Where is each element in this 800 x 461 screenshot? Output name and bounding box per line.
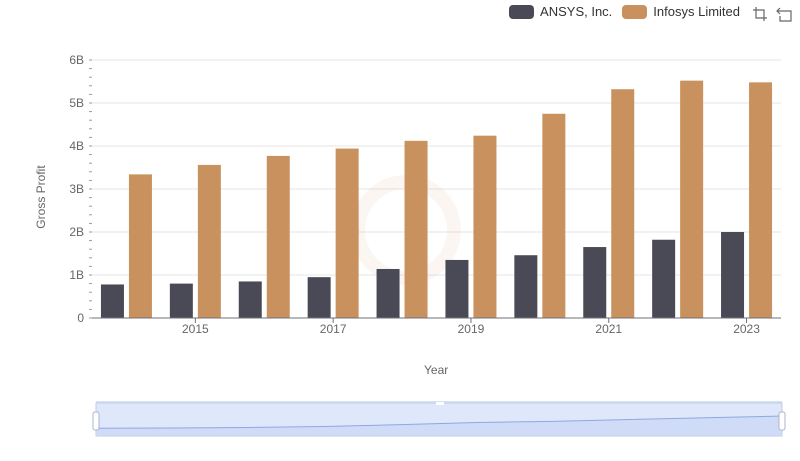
slider-handle-right [778,411,786,431]
bar-infosys [404,140,428,318]
bar-ansys [652,239,676,318]
legend-swatch-ansys [509,4,535,19]
bar-ansys [307,277,331,318]
slider-handle-left [92,411,100,431]
legend-label-infosys: Infosys Limited [653,4,740,19]
data-zoom-icon[interactable] [752,6,768,22]
bar-infosys [611,89,635,319]
legend-label-ansys: ANSYS, Inc. [540,4,613,19]
bar-ansys [514,255,538,318]
x-axis-title: Year [424,363,449,377]
slider-area-preview [96,416,782,436]
bar-ansys [445,259,469,318]
x-tick-label: 2017 [320,322,347,336]
bar-ansys [100,284,124,318]
legend-item-infosys[interactable]: Infosys Limited [622,4,740,19]
slider-line-preview [95,415,783,429]
legend-item-ansys[interactable]: ANSYS, Inc. [509,4,612,19]
bar-ansys [238,281,262,318]
y-tick-label: 1B [69,268,84,282]
x-tick-label: 2023 [733,322,760,336]
axes: 0 1B 2B 3B 4B 5B 6B 2015 2017 2019 2021 2023 [69,53,781,336]
bar-ansys [583,247,607,318]
x-tick-label: 2015 [182,322,209,336]
y-tick-label: 4B [69,139,84,153]
bar-ansys [721,232,745,318]
x-tick-label: 2021 [595,322,622,336]
bars [100,80,773,319]
bar-infosys [266,155,290,318]
toolbox [752,6,792,22]
y-tick-label: 6B [69,53,84,67]
y-tick-label: 3B [69,182,84,196]
zoom-reset-icon[interactable] [776,6,792,22]
y-tick-label: 2B [69,225,84,239]
bar-infosys [197,164,221,318]
legend: ANSYS, Inc. Infosys Limited [509,4,740,19]
data-zoom-slider[interactable] [92,401,786,437]
bar-infosys [680,80,704,318]
bar-infosys [335,148,359,318]
bar-infosys [542,113,566,318]
grid-lines [92,59,781,276]
y-tick-label: 0 [77,311,84,325]
bar-infosys [749,82,773,318]
bar-infosys [473,135,497,318]
bar-infosys [128,174,152,318]
bar-ansys [376,268,400,318]
slider-drag-grip [436,402,444,405]
bar-ansys [169,283,193,318]
y-axis-title: Gross Profit [34,165,48,229]
legend-swatch-infosys [622,4,648,19]
x-tick-label: 2019 [458,322,485,336]
y-tick-label: 5B [69,96,84,110]
